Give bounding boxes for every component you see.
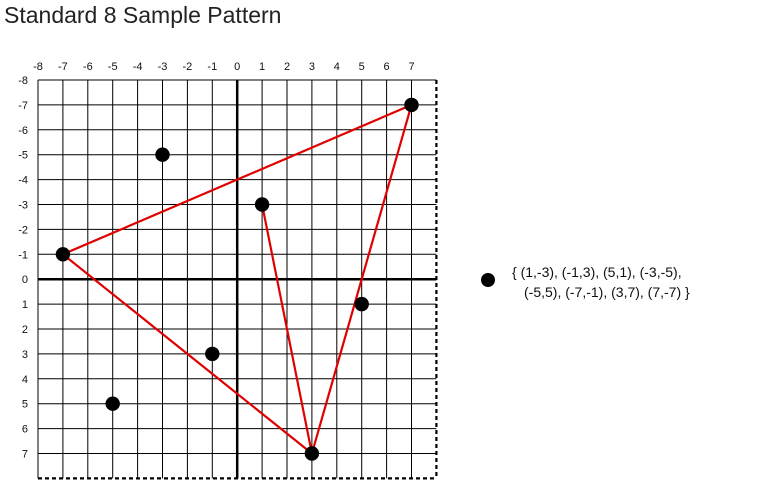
- x-tick-label: 6: [384, 61, 390, 73]
- x-tick-label: 2: [284, 61, 290, 73]
- y-tick-label: -4: [18, 175, 28, 187]
- data-point: [404, 97, 419, 113]
- legend-line-1: { (1,-3), (-1,3), (5,1), (-3,-5),: [512, 264, 682, 280]
- y-tick-labels: -8 -7 -6 -5 -4 -3 -2 -1 0 1 2 3 4 5 6 7: [18, 75, 28, 461]
- data-point: [55, 247, 71, 262]
- y-tick-label: -6: [18, 125, 28, 137]
- y-tick-label: -2: [18, 224, 28, 236]
- axes: [38, 80, 437, 479]
- y-tick-label: 6: [22, 424, 28, 436]
- x-tick-label: -5: [108, 61, 118, 73]
- x-tick-labels: -8 -7 -6 -5 -4 -3 -2 -1 0 1 2 3 4 5 6 7: [33, 61, 414, 73]
- data-point: [155, 147, 170, 162]
- x-tick-label: -8: [33, 61, 43, 73]
- data-point: [304, 446, 320, 461]
- legend-point-icon: [481, 273, 495, 287]
- y-tick-label: -8: [18, 75, 28, 87]
- data-point: [254, 197, 270, 212]
- x-tick-label: -7: [58, 61, 68, 73]
- x-tick-label: 4: [334, 61, 340, 73]
- legend-text: { (1,-3), (-1,3), (5,1), (-3,-5), (-5,5)…: [512, 262, 690, 302]
- connection-lines: [61, 103, 413, 455]
- y-tick-label: -3: [18, 200, 28, 212]
- y-tick-label: -1: [18, 249, 28, 261]
- y-tick-label: 2: [22, 324, 28, 336]
- y-tick-label: -5: [18, 150, 28, 162]
- red-connection-line: [61, 103, 413, 455]
- legend: { (1,-3), (-1,3), (5,1), (-3,-5), (-5,5)…: [478, 262, 768, 312]
- x-tick-label: -6: [83, 61, 93, 73]
- x-tick-label: -4: [133, 61, 143, 73]
- x-tick-label: 3: [309, 61, 315, 73]
- y-tick-label: 3: [22, 349, 28, 361]
- page-title: Standard 8 Sample Pattern: [4, 2, 282, 28]
- data-point: [105, 396, 120, 411]
- x-tick-label: -3: [158, 61, 168, 73]
- red-connection-line: [261, 204, 313, 454]
- x-tick-label: 1: [259, 61, 265, 73]
- legend-line-2: (-5,5), (-7,-1), (3,7), (7,-7) }: [524, 284, 690, 300]
- y-tick-label: 7: [22, 449, 28, 461]
- data-points: [55, 97, 419, 461]
- x-tick-label: -1: [207, 61, 217, 73]
- y-tick-label: 4: [22, 374, 28, 386]
- x-tick-label: 0: [234, 61, 240, 73]
- x-tick-label: -2: [183, 61, 193, 73]
- y-tick-label: 5: [22, 399, 28, 411]
- y-tick-label: -7: [18, 100, 28, 112]
- data-point: [354, 296, 369, 312]
- data-point: [205, 346, 220, 362]
- x-tick-label: 7: [408, 61, 414, 73]
- y-tick-label: 1: [22, 299, 28, 311]
- x-tick-label: 5: [359, 61, 365, 73]
- y-tick-label: 0: [22, 274, 28, 286]
